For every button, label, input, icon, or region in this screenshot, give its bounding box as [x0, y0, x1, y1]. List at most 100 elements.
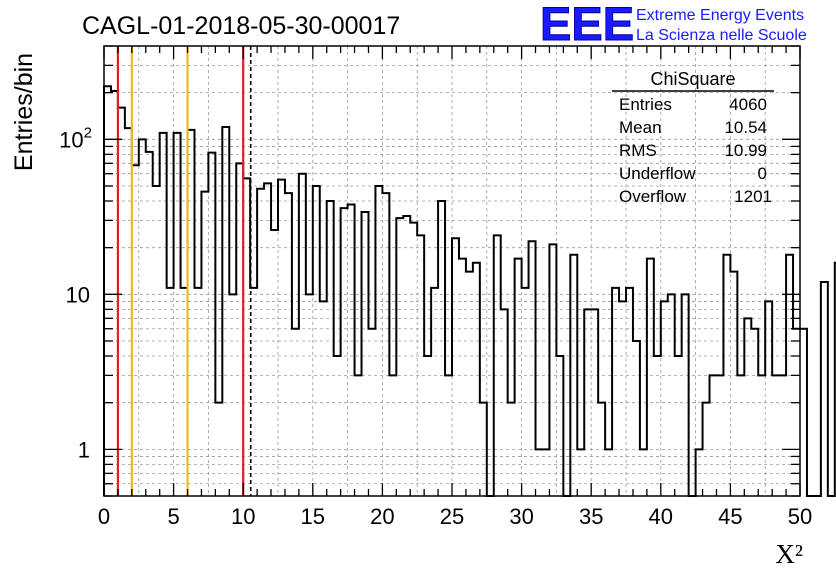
histogram-bin [591, 309, 598, 496]
stats-title: ChiSquare [650, 69, 735, 89]
histogram-bin [431, 288, 438, 496]
histogram-bin [278, 180, 285, 496]
histogram-bin [772, 375, 779, 496]
histogram-bin [368, 329, 375, 496]
histogram-bin [577, 449, 584, 496]
stats-rms-label: RMS [619, 141, 657, 160]
histogram-bin [584, 309, 591, 496]
histogram-outline [103, 85, 836, 497]
histogram-bin [459, 259, 466, 496]
y-tick-label: 10 [66, 282, 90, 307]
histogram-bin [570, 255, 577, 496]
stats-box: ChiSquare Entries 4060 Mean 10.54 RMS 10… [612, 69, 774, 206]
histogram-bin [160, 133, 167, 496]
histogram-bin [306, 294, 313, 496]
histogram-bin [758, 375, 765, 496]
histogram-bin [299, 174, 306, 496]
stats-overflow-label: Overflow [619, 187, 687, 206]
x-tick-label: 0 [98, 504, 110, 529]
histogram-bin [737, 375, 744, 496]
histogram-bin [355, 375, 362, 496]
stats-mean-label: Mean [619, 118, 662, 137]
histogram-bin [438, 201, 445, 496]
histogram-bin [348, 204, 355, 496]
histogram-bin [139, 139, 146, 496]
x-tick-label: 40 [649, 504, 673, 529]
histogram-bin [215, 403, 222, 496]
histogram-bin [271, 230, 278, 496]
histogram-bin [549, 244, 556, 496]
histogram-bin [793, 329, 800, 496]
logo-mark: EEE [540, 0, 634, 50]
histogram-bin [389, 375, 396, 496]
histogram-bin [167, 288, 174, 496]
y-tick-label: 1 [78, 437, 90, 462]
stats-entries-label: Entries [619, 95, 672, 114]
x-axis-label: X² [775, 539, 803, 569]
stats-mean-value: 10.54 [724, 118, 767, 137]
histogram-bin [417, 235, 424, 496]
histogram-bin [194, 288, 201, 496]
histogram-bin [751, 329, 758, 496]
x-tick-label: 30 [509, 504, 533, 529]
histogram-bin [382, 193, 389, 496]
axes [103, 45, 801, 497]
histogram-bin [257, 189, 264, 496]
histogram-bin [508, 403, 515, 496]
histogram-bin [104, 86, 111, 496]
stats-underflow-label: Underflow [619, 164, 696, 183]
eee-logo: EEE Extreme Energy Events La Scienza nel… [540, 0, 807, 51]
histogram-bin [201, 192, 208, 496]
histogram-bin [229, 294, 236, 496]
histogram-bin [396, 218, 403, 496]
histogram-bin [703, 403, 710, 496]
x-tick-label: 50 [788, 504, 812, 529]
histogram-bin [821, 282, 828, 496]
histogram-bin [800, 329, 807, 496]
histogram-bin [208, 153, 215, 496]
histogram-bin [647, 259, 654, 496]
histogram-bin [723, 255, 730, 496]
y-tick-label: 102 [59, 124, 92, 152]
histogram-bin [668, 294, 675, 496]
reference-lines [116, 46, 252, 496]
histogram-bin [313, 186, 320, 496]
histogram-bin [375, 186, 382, 496]
logo-line-2: La Scienza nelle Scuole [636, 27, 807, 44]
histogram-bin [410, 223, 417, 496]
histogram-bin [292, 329, 299, 496]
histogram-bin [716, 375, 723, 496]
x-tick-label: 15 [301, 504, 325, 529]
x-tick-label: 5 [167, 504, 179, 529]
histogram-bin [327, 201, 334, 496]
histogram-bin [473, 263, 480, 496]
logo-line-1: Extreme Energy Events [636, 7, 804, 24]
histogram-bin [619, 301, 626, 496]
histogram-bin [501, 309, 508, 496]
x-tick-label: 45 [718, 504, 742, 529]
histogram-bin [334, 356, 341, 496]
histogram-bin [744, 318, 751, 496]
histogram-bin [146, 152, 153, 496]
histogram-bin [626, 288, 633, 496]
stats-underflow-value: 0 [758, 164, 767, 183]
histogram-bin [661, 301, 668, 496]
histogram-bin [779, 375, 786, 496]
histogram-bin [522, 288, 529, 496]
stats-entries-value: 4060 [729, 95, 767, 114]
histogram-bin [612, 288, 619, 496]
chart-title: CAGL-01-2018-05-30-00017 [82, 12, 400, 40]
tick-labels: 0 5 10 15 20 25 30 35 40 45 50 1 10 102 [59, 124, 812, 529]
x-tick-label: 10 [231, 504, 255, 529]
histogram-bin [174, 133, 181, 496]
histogram-bin [452, 238, 459, 496]
histogram-bin [765, 301, 772, 496]
x-tick-label: 35 [579, 504, 603, 529]
histogram-bin [264, 183, 271, 496]
histogram-bin [556, 356, 563, 496]
histogram-bin [633, 341, 640, 496]
histogram-bin [640, 449, 647, 496]
x-tick-label: 20 [370, 504, 394, 529]
histogram-bin [682, 294, 689, 496]
histogram-bin [320, 301, 327, 496]
